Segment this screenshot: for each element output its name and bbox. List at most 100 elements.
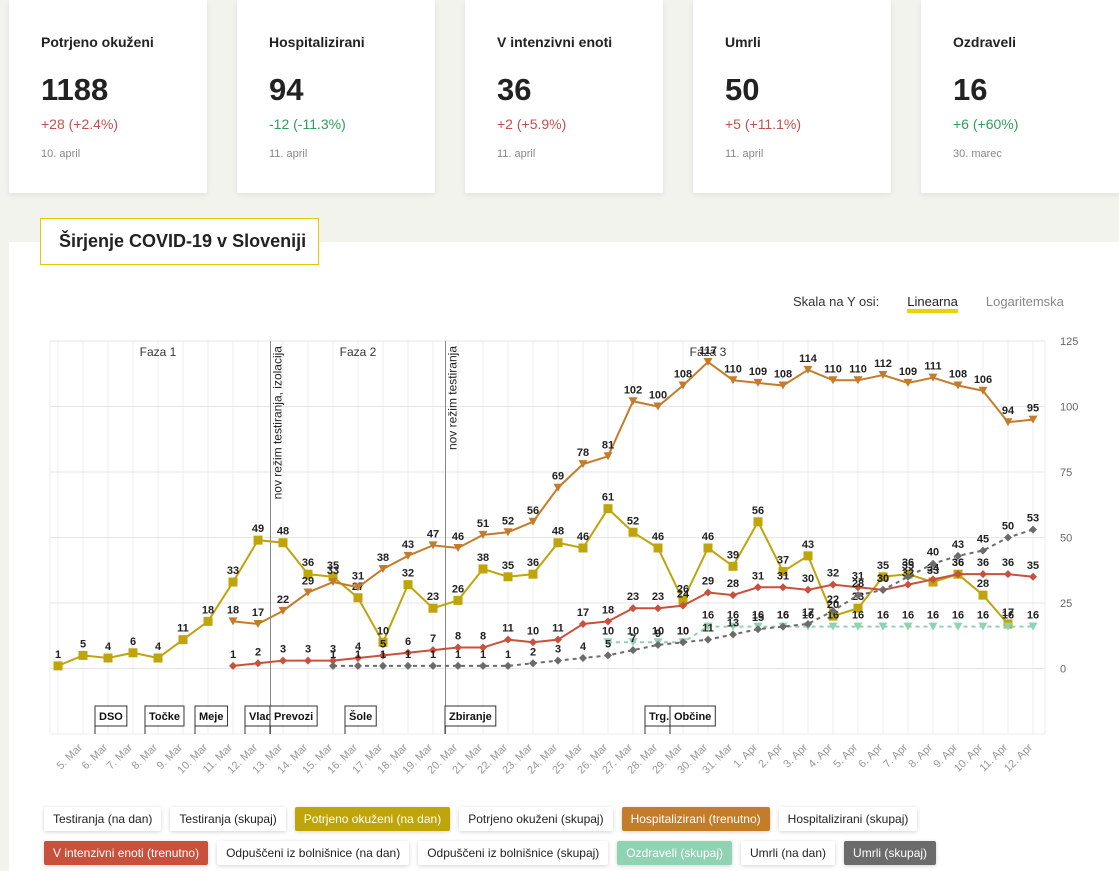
point xyxy=(728,561,738,571)
data-label: 35 xyxy=(502,560,514,572)
card-value: 1188 xyxy=(41,72,109,107)
point xyxy=(829,606,837,615)
event-label: Šole xyxy=(349,710,372,723)
legend-toggle[interactable]: Odpuščeni iz bolnišnice (na dan) xyxy=(217,841,410,865)
legend-toggle[interactable]: Hospitalizirani (skupaj) xyxy=(778,807,918,831)
point xyxy=(329,661,337,670)
legend-toggle[interactable]: Potrjeno okuženi (skupaj) xyxy=(459,807,613,831)
point xyxy=(1003,418,1013,427)
data-label: 49 xyxy=(252,523,264,535)
point xyxy=(453,543,463,552)
point xyxy=(753,378,763,387)
card-change: -12 (-11.3%) xyxy=(269,116,346,132)
data-label: 15 xyxy=(752,612,764,624)
x-tick-label: 7. Apr xyxy=(881,741,910,770)
data-label: 5 xyxy=(380,638,386,650)
point xyxy=(578,460,588,469)
data-label: 38 xyxy=(477,552,489,564)
data-label: 30 xyxy=(802,573,814,585)
data-label: 7 xyxy=(430,633,436,645)
point xyxy=(304,656,312,665)
data-label: 40 xyxy=(927,547,939,559)
data-label: 11 xyxy=(177,623,189,635)
data-label: 28 xyxy=(852,578,864,590)
data-label: 11 xyxy=(702,623,714,635)
annotation-label: nov režim testiranja, izolacija xyxy=(271,346,285,500)
point xyxy=(929,575,937,584)
data-label: 16 xyxy=(752,610,764,622)
data-label: 22 xyxy=(277,594,289,606)
data-label: 13 xyxy=(727,617,739,629)
point xyxy=(978,386,988,395)
scale-option[interactable]: Linearna xyxy=(907,294,958,313)
data-label: 10 xyxy=(527,625,539,637)
card-value: 16 xyxy=(953,72,988,107)
event-box xyxy=(669,705,716,727)
legend-toggle[interactable]: V intenzivni enoti (trenutno) xyxy=(44,841,209,865)
data-label: 36 xyxy=(302,557,314,569)
point xyxy=(354,661,362,670)
stat-card: V intenzivni enoti 36 +2 (+5.9%) 11. april xyxy=(465,0,663,193)
data-label: 46 xyxy=(702,531,714,543)
data-label: 2 xyxy=(530,646,536,658)
data-label: 33 xyxy=(927,565,939,577)
legend-toggle[interactable]: Potrjeno okuženi (na dan) xyxy=(294,807,451,831)
legend-toggle[interactable]: Odpuščeni iz bolnišnice (skupaj) xyxy=(418,841,609,865)
y-tick-label: 100 xyxy=(1060,402,1078,414)
point xyxy=(803,365,813,374)
point xyxy=(604,617,612,626)
card-date: 11. april xyxy=(269,148,308,160)
point xyxy=(853,622,863,631)
data-label: 111 xyxy=(924,361,941,373)
point xyxy=(103,653,113,663)
scale-option[interactable]: Logaritemska xyxy=(985,294,1064,309)
card-date: 30. marec xyxy=(953,148,1002,160)
point xyxy=(679,638,687,647)
data-label: 16 xyxy=(852,610,864,622)
legend-toggle[interactable]: Hospitalizirani (trenutno) xyxy=(621,807,770,831)
legend-toggle[interactable]: Testiranja (skupaj) xyxy=(170,807,286,831)
data-label: 46 xyxy=(577,531,589,543)
point xyxy=(178,635,188,645)
legend-toggle[interactable]: Umrli (skupaj) xyxy=(844,841,937,865)
data-label: 10 xyxy=(627,625,639,637)
annotation-label: nov režim testiranja xyxy=(446,346,460,450)
data-label: 16 xyxy=(927,610,939,622)
data-label: 43 xyxy=(952,539,964,551)
legend-toggle[interactable]: Umrli (na dan) xyxy=(741,841,836,865)
y-tick-label: 75 xyxy=(1060,467,1072,479)
stat-card: Hospitalizirani 94 -12 (-11.3%) 11. april xyxy=(237,0,435,193)
data-label: 4 xyxy=(155,641,162,653)
legend-toggle[interactable]: Ozdraveli (skupaj) xyxy=(617,841,732,865)
data-label: 6 xyxy=(130,636,136,648)
x-tick-label: 6. Mar xyxy=(80,741,111,772)
data-label: 6 xyxy=(405,636,411,648)
legend-toggle[interactable]: Testiranja (na dan) xyxy=(44,807,162,831)
point xyxy=(804,585,812,594)
data-label: 48 xyxy=(277,526,289,538)
data-label: 110 xyxy=(824,363,842,375)
data-label: 16 xyxy=(727,610,739,622)
point xyxy=(603,504,613,514)
event-box xyxy=(344,705,377,727)
legend: Testiranja (na dan) Testiranja (skupaj) Po… xyxy=(44,807,964,865)
data-label: 114 xyxy=(799,353,818,365)
data-label: 30 xyxy=(877,573,889,585)
point xyxy=(378,564,388,573)
point xyxy=(828,376,838,385)
point xyxy=(278,538,288,548)
data-label: 108 xyxy=(774,369,792,381)
data-label: 48 xyxy=(552,526,564,538)
data-label: 100 xyxy=(649,390,667,402)
data-label: 8 xyxy=(480,631,486,643)
data-label: 16 xyxy=(902,610,914,622)
data-label: 36 xyxy=(527,557,539,569)
event-box xyxy=(269,705,318,727)
point xyxy=(478,530,488,539)
point xyxy=(253,535,263,545)
data-label: 8 xyxy=(455,631,461,643)
point xyxy=(778,381,788,390)
event-label: Trg. xyxy=(649,711,669,723)
y-tick-label: 25 xyxy=(1060,598,1072,610)
data-label: 81 xyxy=(602,439,614,451)
